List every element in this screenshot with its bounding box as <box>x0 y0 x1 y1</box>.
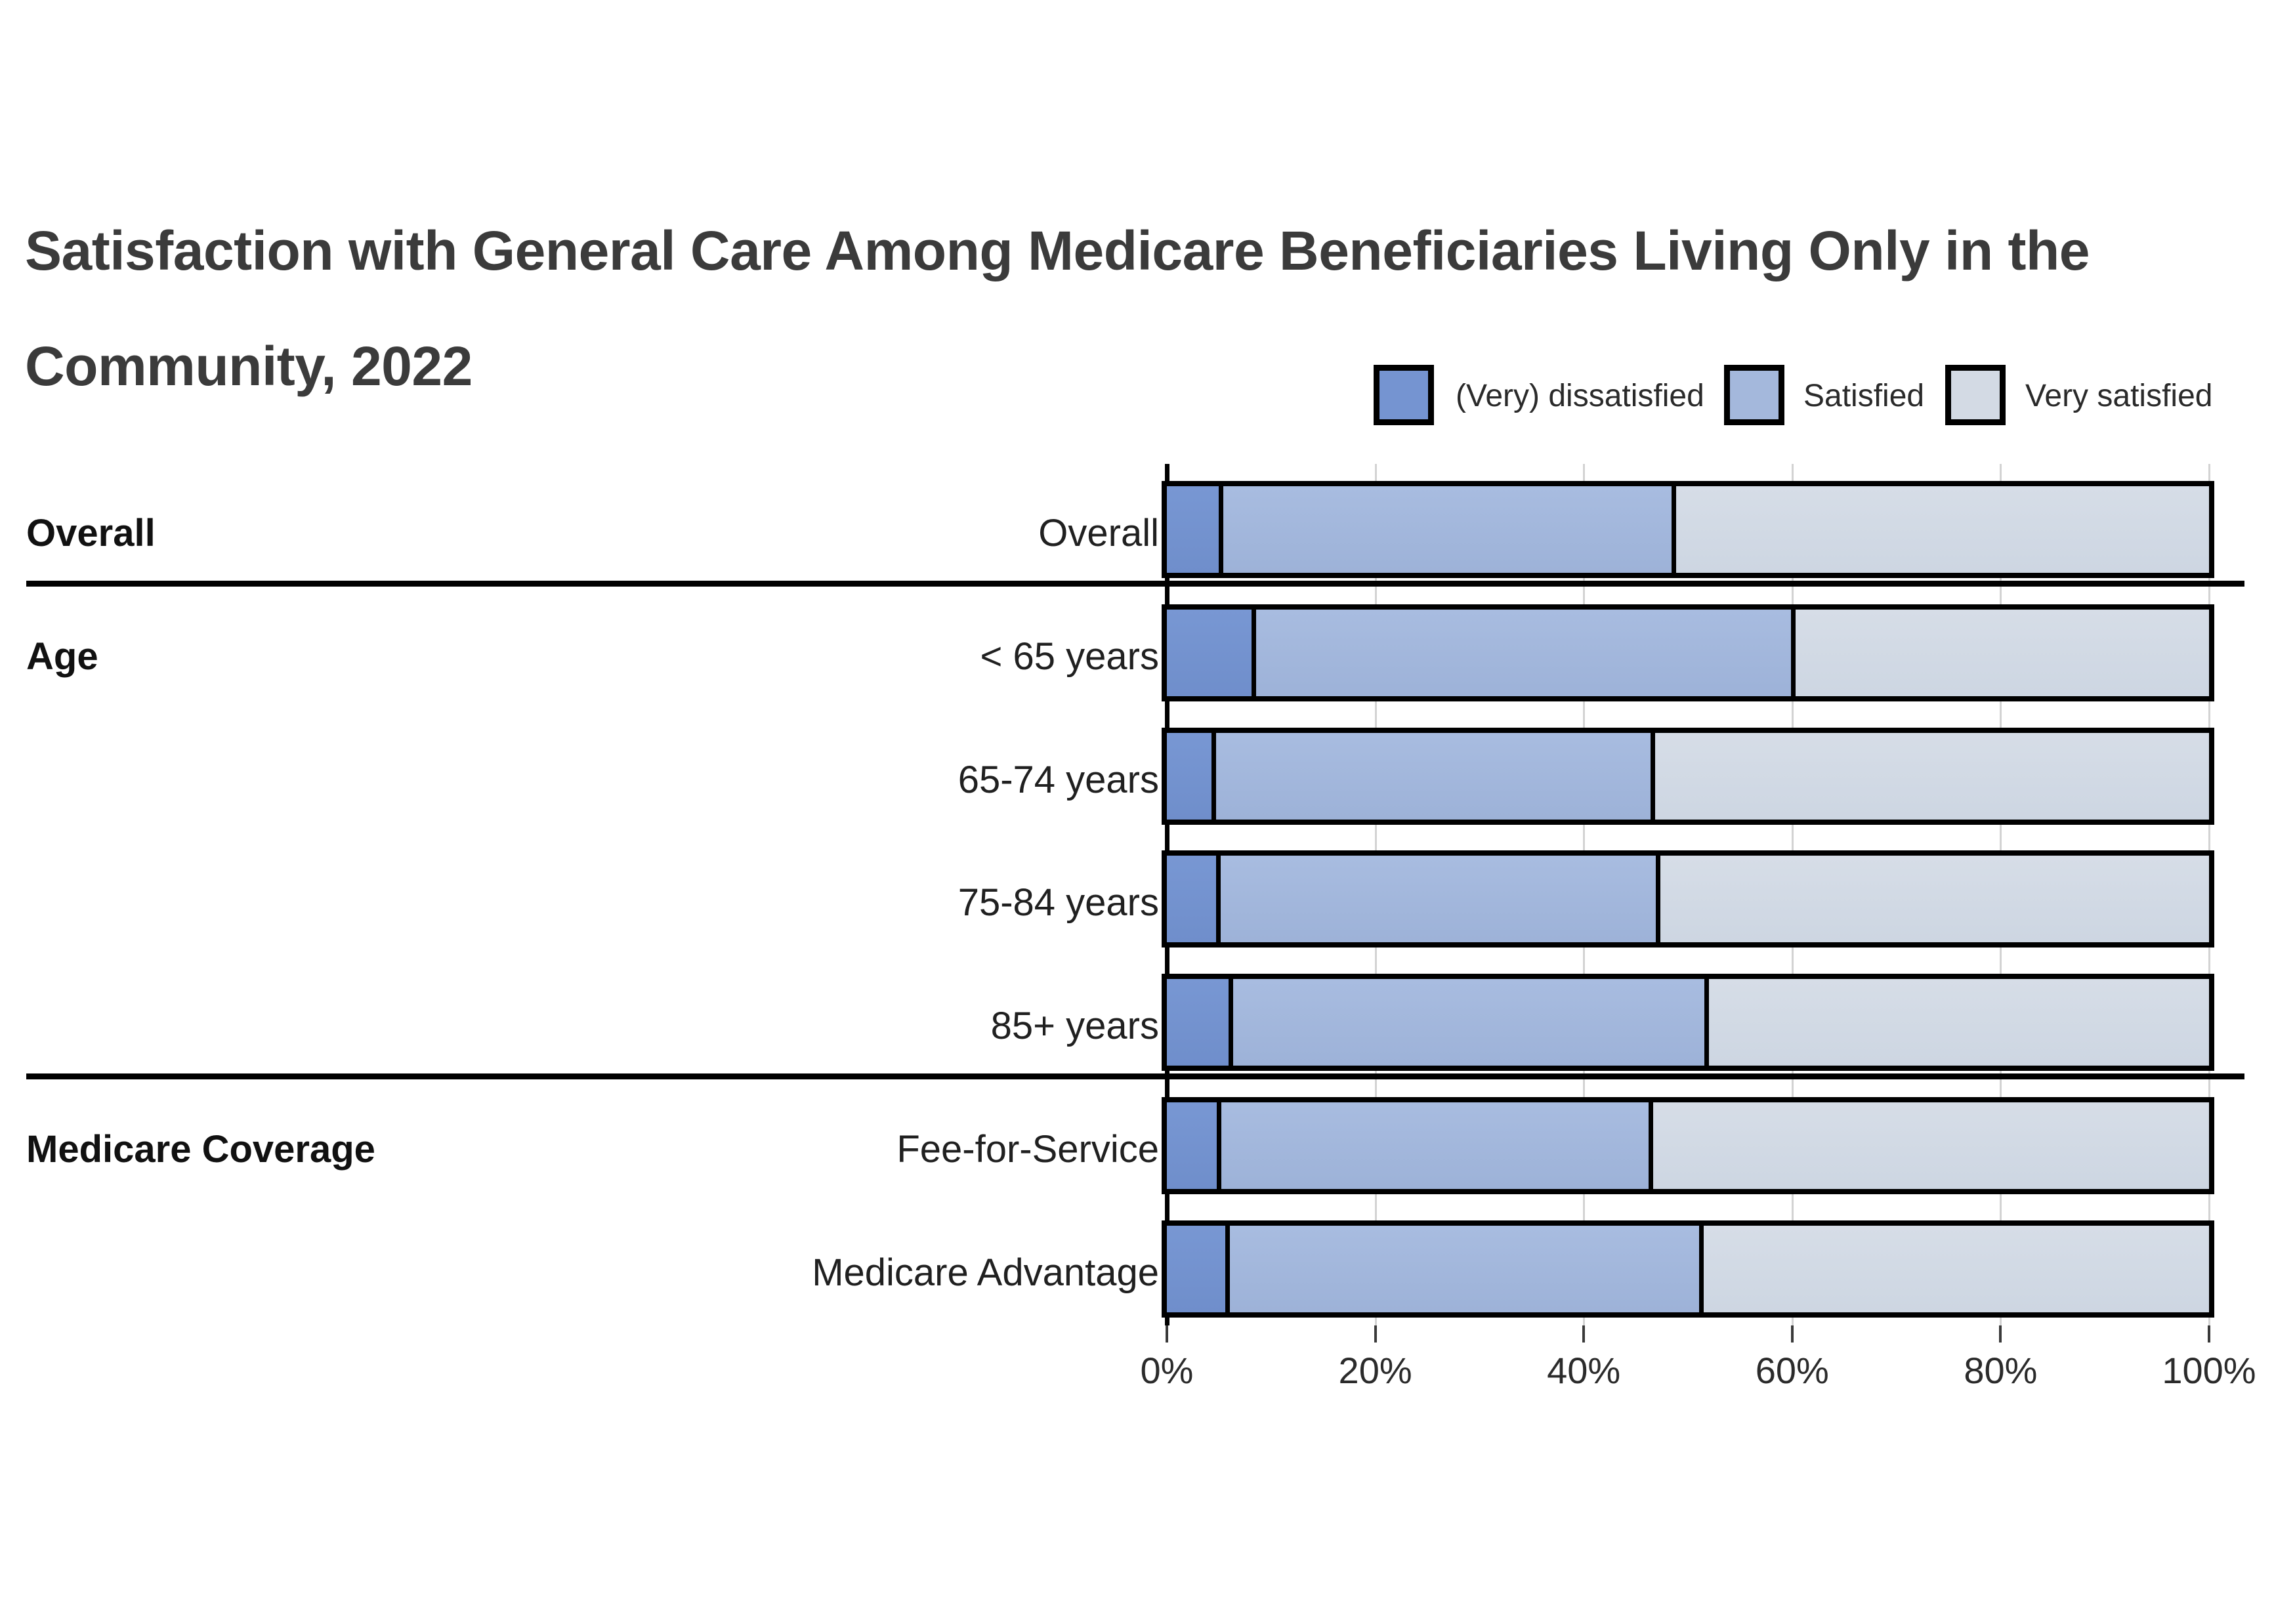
group-label-age: Age <box>26 635 98 678</box>
bar-segment-very-satisfied <box>1704 979 2209 1066</box>
legend-swatch-3 <box>1945 365 2006 425</box>
bar-segment-satisfied <box>1225 1225 1700 1312</box>
legend-label-2: Satisfied <box>1803 379 1925 413</box>
bar-75-84-years <box>1162 850 2214 948</box>
chart-title-line-1: Satisfaction with General Care Among Med… <box>25 220 2090 281</box>
bar-fee-for-service <box>1162 1097 2214 1194</box>
bar-segment--very-dissatisfied <box>1167 609 1252 696</box>
x-axis-tick-40% <box>1582 1325 1586 1343</box>
x-axis-tick-20% <box>1374 1325 1377 1343</box>
bar-segment--very-dissatisfied <box>1167 486 1219 573</box>
bar-segment--very-dissatisfied <box>1167 1102 1217 1189</box>
bar-segment-satisfied <box>1219 486 1672 573</box>
group-separator-2 <box>26 1073 2244 1080</box>
category-label: Medicare Advantage <box>812 1251 1159 1294</box>
x-axis-tick-80% <box>1999 1325 2002 1343</box>
bar-85-years <box>1162 974 2214 1072</box>
bar-segment--very-dissatisfied <box>1167 1225 1225 1312</box>
x-axis-tick-100% <box>2208 1325 2210 1343</box>
bar-segment-satisfied <box>1215 856 1656 943</box>
chart-title-line-2: Community, 2022 <box>25 335 473 397</box>
x-axis-tick-0% <box>1166 1325 1168 1343</box>
bar--65-years <box>1162 604 2214 701</box>
bar-segment-satisfied <box>1211 732 1651 820</box>
legend-label-3: Very satisfied <box>2025 379 2213 413</box>
bar-segment-very-satisfied <box>1655 856 2209 943</box>
category-label: 85+ years <box>990 1005 1159 1048</box>
legend-swatch-1 <box>1374 365 1434 425</box>
category-label: 65-74 years <box>958 758 1159 801</box>
bar-segment--very-dissatisfied <box>1167 979 1229 1066</box>
bar-segment--very-dissatisfied <box>1167 732 1212 820</box>
bar-segment-very-satisfied <box>1671 486 2209 573</box>
legend-label-1: (Very) dissatisfied <box>1456 379 1704 413</box>
group-label-overall: Overall <box>26 512 156 554</box>
category-label: Fee-for-Service <box>896 1128 1159 1171</box>
bar-segment--very-dissatisfied <box>1167 856 1216 943</box>
bar-segment-satisfied <box>1228 979 1705 1066</box>
bar-segment-very-satisfied <box>1650 732 2209 820</box>
bar-segment-very-satisfied <box>1791 609 2209 696</box>
legend-swatch-2 <box>1724 365 1784 425</box>
x-axis-tick-label: 80% <box>1964 1350 2038 1391</box>
x-axis-tick-label: 40% <box>1547 1350 1621 1391</box>
x-axis-tick-60% <box>1790 1325 1794 1343</box>
bar-overall <box>1162 481 2214 578</box>
category-label: Overall <box>1038 512 1159 554</box>
bar-segment-very-satisfied <box>1648 1102 2209 1189</box>
category-label: < 65 years <box>980 635 1159 678</box>
group-separator-1 <box>26 580 2244 587</box>
bar-segment-satisfied <box>1217 1102 1649 1189</box>
x-axis-tick-label: 0% <box>1140 1350 1194 1391</box>
category-label: 75-84 years <box>958 881 1159 925</box>
bar-segment-very-satisfied <box>1699 1225 2209 1312</box>
x-axis-tick-label: 60% <box>1755 1350 1829 1391</box>
bar-medicare-advantage <box>1162 1220 2214 1318</box>
bar-segment-satisfied <box>1251 609 1792 696</box>
x-axis-tick-label: 20% <box>1338 1350 1412 1391</box>
bar-65-74-years <box>1162 727 2214 825</box>
x-axis-tick-label: 100% <box>2162 1350 2256 1391</box>
group-label-medicare-coverage: Medicare Coverage <box>26 1128 375 1171</box>
